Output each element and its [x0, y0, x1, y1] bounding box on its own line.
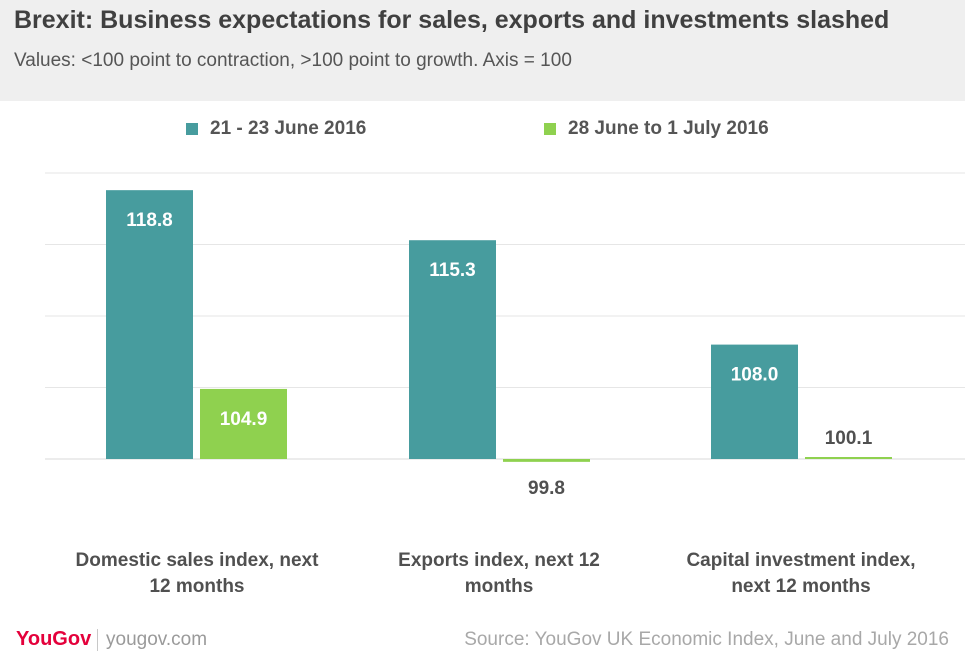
category-label-line: months	[464, 576, 534, 597]
source-note: Source: YouGov UK Economic Index, June a…	[464, 629, 949, 650]
category-label-line: Exports index, next 12	[398, 550, 600, 571]
footer-url-link[interactable]: yougov.com	[106, 629, 208, 650]
footer-divider	[97, 629, 98, 651]
category-label-line: next 12 months	[731, 576, 871, 597]
legend-swatch-series-2	[544, 123, 556, 135]
legend-swatch-series-1	[186, 123, 198, 135]
data-label-series-2-category-1: 104.9	[220, 409, 268, 430]
category-label-domestic-sales: Domestic sales index, next 12 months	[47, 548, 347, 600]
data-label-series-1-category-2: 115.3	[429, 260, 476, 281]
legend-item-series-2: 28 June to 1 July 2016	[544, 118, 769, 140]
category-label-line: 12 months	[149, 576, 245, 597]
legend-item-series-1: 21 - 23 June 2016	[186, 118, 366, 140]
legend-label-series-2: 28 June to 1 July 2016	[568, 118, 769, 139]
chart-subtitle: Values: <100 point to contraction, >100 …	[14, 50, 572, 71]
bar-series-2-category-2	[503, 459, 590, 462]
chart-title: Brexit: Business expectations for sales,…	[14, 6, 890, 34]
data-label-series-1-category-1: 118.8	[126, 210, 173, 231]
data-label-series-2-category-2: 99.8	[528, 478, 565, 499]
data-label-series-1-category-3: 108.0	[731, 365, 779, 386]
category-label-line: Domestic sales index, next	[75, 550, 319, 571]
yougov-logo: YouGov	[16, 628, 92, 650]
category-label-exports: Exports index, next 12 months	[349, 548, 649, 600]
bar-chart: 118.8 115.3 108.0 104.9 99.8 100.1	[45, 172, 965, 499]
legend-label-series-1: 21 - 23 June 2016	[210, 118, 367, 139]
bar-series-1-category-1	[106, 190, 193, 459]
chart-header: Brexit: Business expectations for sales,…	[0, 0, 965, 101]
bar-series-2-category-1	[200, 388, 287, 459]
data-label-series-2-category-3: 100.1	[825, 428, 873, 449]
category-label-capital-investment: Capital investment index, next 12 months	[651, 548, 951, 600]
bar-series-1-category-3	[711, 344, 798, 459]
bar-series-2-category-3	[805, 457, 892, 459]
bar-series-1-category-2	[409, 240, 496, 459]
legend: 21 - 23 June 2016 28 June to 1 July 2016	[0, 118, 965, 144]
category-label-line: Capital investment index,	[686, 550, 916, 571]
